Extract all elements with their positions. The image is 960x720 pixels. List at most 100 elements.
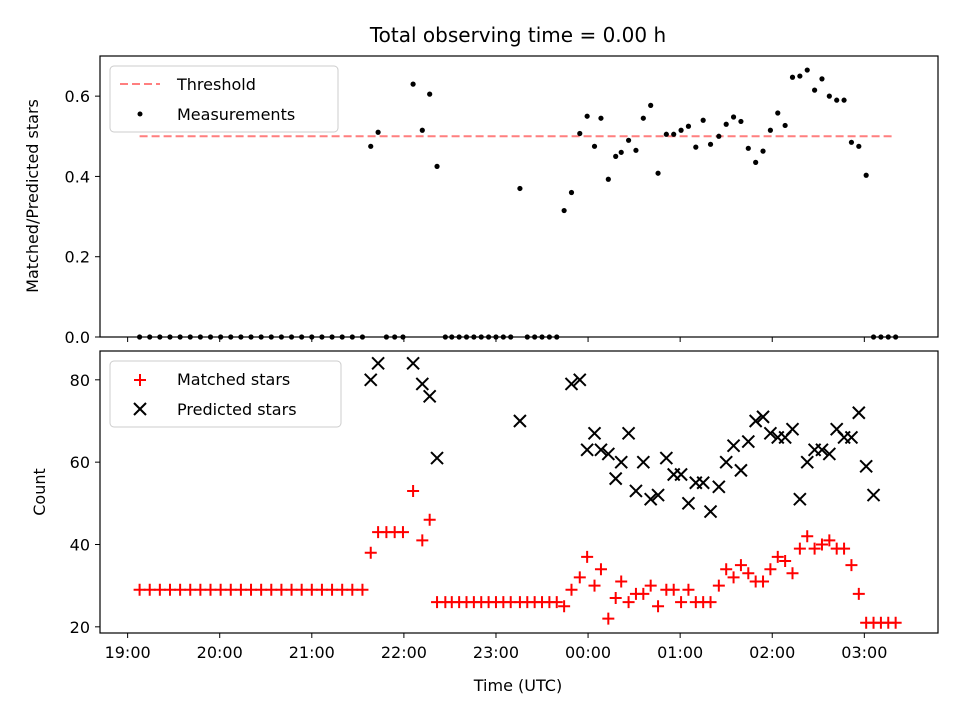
predicted-point [614, 455, 628, 469]
measurement-point [442, 334, 448, 340]
measurement-point [591, 143, 598, 149]
threshold-legend-label: Threshold [176, 75, 256, 94]
measurement-point [427, 91, 433, 97]
matched-point [153, 583, 166, 596]
predicted-point [859, 459, 873, 473]
matched-point [364, 546, 377, 559]
ratio-yticks: 0.0 0.2 0.4 0.6 [65, 87, 100, 347]
predicted-point [513, 414, 527, 428]
matched-point [779, 554, 792, 567]
measurement-point [392, 334, 398, 340]
predicted-point [651, 488, 665, 502]
matched-point [727, 571, 740, 584]
predicted-points [364, 356, 881, 519]
matched-point [594, 563, 607, 576]
measurement-point [671, 131, 677, 137]
x-tick-label: 21:00 [289, 643, 335, 662]
x-tick-label: 20:00 [197, 643, 243, 662]
matched-point [742, 567, 755, 580]
measurement-point [532, 334, 538, 340]
measurement-point [618, 149, 624, 155]
matched-point [204, 583, 217, 596]
measurement-point [319, 334, 325, 340]
matched-point [712, 579, 725, 592]
predicted-point [741, 434, 756, 449]
measurement-point [568, 189, 575, 196]
predicted-point [608, 471, 623, 486]
matched-point [793, 542, 806, 555]
predicted-point [866, 488, 881, 502]
predicted-point [785, 422, 800, 436]
predicted-point [415, 377, 430, 391]
matched-point [285, 583, 298, 596]
measurement-point [449, 334, 455, 340]
measurement-point [486, 334, 492, 340]
matched-point [416, 534, 429, 547]
measurement-point [848, 139, 855, 145]
matched-point [815, 538, 828, 551]
x-tick-label: 03:00 [841, 643, 887, 662]
measurement-point [775, 110, 781, 116]
measurement-point [878, 334, 884, 340]
count-panel-frame [99, 350, 939, 634]
matched-point [720, 563, 733, 576]
matched-point [615, 575, 628, 588]
measurement-point [804, 67, 810, 73]
matched-point [224, 583, 237, 596]
measurement-point [546, 334, 552, 340]
measurement-point [539, 334, 545, 340]
ratio-legend-box [109, 65, 339, 133]
matched-point [602, 612, 615, 625]
measurement-point [760, 148, 766, 154]
measurement-point [707, 141, 714, 147]
predicted-point [748, 414, 763, 428]
predicted-point [674, 467, 688, 482]
measurement-point [648, 102, 654, 108]
matched-point [801, 530, 814, 543]
y-tick-label: 0.0 [65, 328, 90, 347]
predicted-point [621, 426, 636, 441]
predicted-point [844, 430, 859, 445]
measurement-point [678, 127, 684, 133]
measurements-legend-marker [137, 111, 143, 117]
measurement-point [471, 334, 477, 340]
predicted-point [636, 455, 651, 469]
predicted-point [681, 496, 696, 511]
measurement-point [339, 334, 345, 340]
measurement-point [207, 334, 214, 340]
matched-point [558, 600, 571, 613]
matched-point [786, 567, 799, 580]
matched-point [315, 583, 328, 596]
measurement-point [745, 145, 751, 151]
measurement-point [700, 117, 706, 123]
measurement-point [517, 185, 523, 192]
measurement-point [288, 334, 295, 340]
matched-points [133, 484, 902, 629]
measurement-point [258, 334, 264, 340]
predicted-point [564, 377, 579, 391]
measurement-point [268, 334, 274, 340]
measurement-point [826, 93, 832, 99]
matched-point [573, 571, 586, 584]
ratio-xticks [127, 337, 865, 342]
predicted-point [763, 426, 778, 441]
matched-point [214, 583, 227, 596]
y-tick-label: 0.4 [65, 167, 90, 186]
predicted-point [580, 443, 594, 457]
measurement-point [655, 170, 661, 176]
predicted-legend-label: Predicted stars [177, 400, 297, 419]
predicted-point [719, 455, 733, 469]
matched-point [174, 583, 187, 596]
matched-point [581, 550, 594, 563]
predicted-point [696, 476, 710, 490]
y-tick-label: 0.2 [65, 248, 90, 267]
matched-point [305, 583, 318, 596]
measurement-point [238, 334, 244, 340]
predicted-point [703, 504, 718, 519]
measurement-point [782, 122, 788, 129]
matched-point [133, 583, 146, 596]
predicted-point [712, 480, 726, 494]
measurements-legend-label: Measurements [177, 105, 295, 124]
measurement-point [493, 334, 499, 340]
measurement-point [400, 334, 406, 340]
